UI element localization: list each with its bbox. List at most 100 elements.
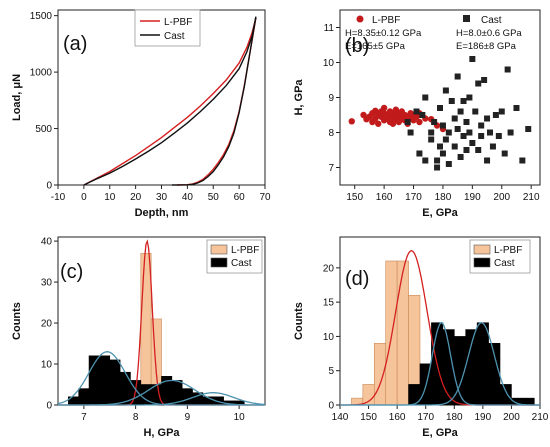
load-curve-cast (83, 16, 257, 186)
gaussian-fit-3 (340, 322, 540, 406)
scatter-point-cast (445, 129, 452, 136)
scatter-point-cast (463, 147, 470, 153)
scatter-point-cast (431, 119, 438, 125)
scatter-point-cast (451, 143, 458, 150)
bar-cast (522, 397, 535, 406)
scatter-point-cast (413, 108, 420, 115)
y-axis-title: H, GPa (293, 79, 305, 116)
y-tick-label: 20 (41, 319, 53, 330)
y-tick-label: 5 (328, 366, 334, 377)
scatter-point-cast (428, 129, 435, 136)
scatter-point-cast (495, 133, 502, 139)
y-tick-label: 1000 (30, 68, 53, 79)
x-tick-label: 40 (182, 192, 194, 203)
x-tick-label: 140 (332, 412, 349, 423)
legend: L-PBF Cast (134, 9, 201, 47)
histogram-bars (68, 253, 245, 406)
scatter-point-cast (504, 66, 511, 73)
scatter-point-l-pbf (375, 120, 382, 127)
y-tick-label: 0 (46, 181, 52, 192)
scatter-point-cast (525, 126, 532, 132)
bar-cast (78, 388, 90, 406)
scatter-point-l-pbf (416, 118, 423, 126)
legend-swatch (210, 257, 228, 268)
legend-label: Cast (164, 31, 185, 42)
x-tick-label: 60 (234, 192, 246, 203)
x-tick-label: 160 (389, 412, 406, 423)
scatter-point-cast (513, 105, 520, 111)
curves-group (83, 16, 257, 186)
scatter-point-cast (422, 157, 429, 164)
scatter-point-cast (472, 108, 479, 115)
x-tick-label: 190 (475, 412, 492, 423)
scatter-point-cast (422, 94, 429, 101)
bar-cast (181, 388, 193, 406)
scatter-point-cast (460, 98, 467, 104)
annotation-cast-e: E=186±8 GPa (456, 41, 517, 52)
scatter-point-cast (466, 94, 473, 101)
bar-cast (499, 384, 512, 406)
scatter-point-cast (437, 143, 443, 150)
y-tick-label: 1500 (30, 11, 53, 22)
fit-curves (57, 239, 266, 406)
y-tick-label: 11 (324, 23, 335, 34)
legend-label: L-PBF (164, 17, 192, 28)
y-tick-label: 20 (323, 263, 335, 274)
bar-l-pbf (373, 342, 387, 406)
legend: L-PBF H=8.35±0.12 GPa E=165±5 GPa Cast H=8.0… (345, 15, 522, 52)
bar-l-pbf (140, 253, 152, 406)
scatter-point-cast (463, 119, 470, 125)
scatter-point-cast (439, 150, 446, 157)
y-tick-label: 500 (35, 124, 52, 135)
x-tick-label: 200 (493, 192, 510, 203)
y-axis-title: Counts (11, 302, 23, 340)
scatter-points (348, 56, 532, 171)
legend-label: Cast (494, 258, 515, 269)
scatter-point-l-pbf (380, 104, 388, 112)
panel-label: (d) (345, 268, 369, 290)
x-tick-label: 210 (523, 192, 540, 203)
panel-axes-3: 7 8 9 10 0 10 20 30 40 H, GPa Counts (c) (11, 236, 266, 439)
annotation-cast-h: H=8.0±0.6 GPa (456, 28, 522, 39)
bar-cast (109, 359, 121, 406)
scatter-point-cast (439, 122, 446, 129)
x-tick-label: 9 (185, 412, 191, 423)
x-tick-label: 170 (405, 192, 422, 203)
legend: L-PBF Cast (206, 239, 263, 274)
annotation-lpbf-h: H=8.35±0.12 GPa (345, 28, 422, 39)
legend-label: L-PBF (231, 245, 259, 256)
legend-swatch (473, 244, 491, 255)
y-axis-title: Counts (293, 302, 305, 340)
y-axis-title: Load, μN (11, 74, 23, 121)
x-tick-label: 180 (435, 192, 452, 203)
scatter-point-cast (442, 87, 449, 94)
bars-cast (408, 322, 535, 406)
x-tick-label: -10 (51, 192, 66, 203)
y-tick-label: 10 (323, 58, 335, 69)
scatter-point-cast (434, 164, 441, 171)
x-axis-title: E, GPa (422, 427, 458, 439)
legend-label: L-PBF (372, 15, 400, 26)
panel-label: (c) (60, 261, 83, 283)
scatter-point-cast (434, 157, 441, 164)
scatter-point-cast (466, 129, 473, 136)
scatter-point-cast (407, 129, 414, 136)
x-tick-label: 10 (104, 192, 116, 203)
scatter-point-cast (519, 157, 526, 164)
scatter-point-cast (507, 129, 514, 136)
scatter-point-cast (460, 133, 467, 139)
x-tick-label: 20 (130, 192, 142, 203)
x-tick-label: 0 (81, 192, 87, 203)
x-tick-label: 170 (417, 412, 434, 423)
scatter-point-cast (484, 157, 491, 164)
legend-swatch (473, 257, 491, 268)
scatter-point-cast (484, 115, 491, 122)
scatter-point-l-pbf (348, 118, 355, 125)
scatter-point-cast (428, 136, 435, 143)
y-tick-label: 7 (328, 163, 334, 174)
scatter-point-cast (501, 150, 508, 157)
x-tick-label: 8 (133, 412, 139, 423)
scatter-point-cast (457, 108, 464, 115)
legend: L-PBF Cast (469, 239, 531, 274)
